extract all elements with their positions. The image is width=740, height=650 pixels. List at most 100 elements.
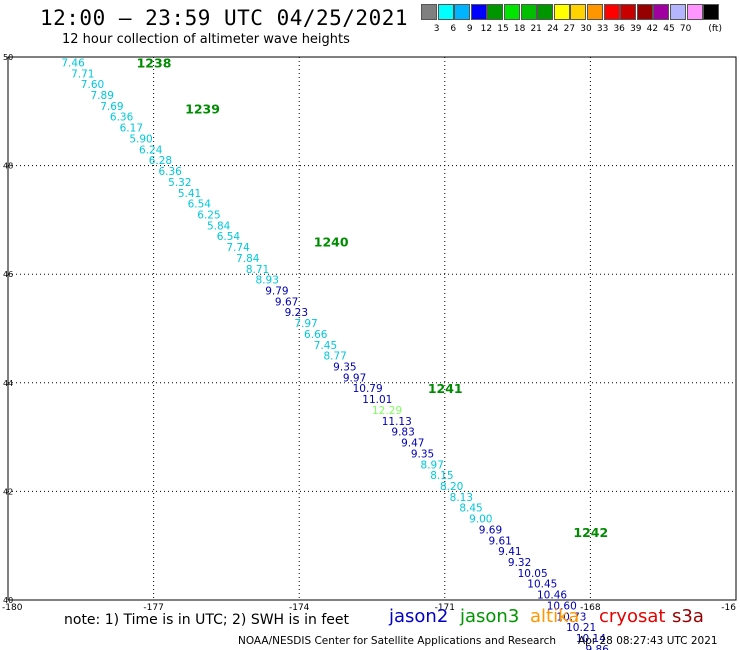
- wave-height-value: 8.93: [256, 275, 279, 287]
- wave-height-value: 10.45: [527, 579, 557, 591]
- legend-swatch: [520, 4, 537, 20]
- wave-height-value: 10.14: [576, 633, 606, 645]
- wave-height-value: 9.79: [265, 285, 288, 297]
- legend-label: 70: [679, 24, 692, 34]
- wave-height-value: 8.71: [246, 264, 269, 276]
- wave-height-value: 8.77: [323, 351, 346, 363]
- legend-label: 33: [596, 24, 609, 34]
- wave-height-value: 6.28: [149, 155, 172, 167]
- wave-height-value: 5.32: [168, 177, 191, 189]
- wave-height-value: 11.01: [362, 394, 392, 406]
- wave-height-value: 11.13: [382, 416, 412, 428]
- wave-height-value: 9.67: [275, 296, 298, 308]
- generated-timestamp: Apr 28 08:27:43 UTC 2021: [578, 635, 718, 647]
- wave-height-value: 9.69: [479, 524, 502, 536]
- legend-label: 21: [530, 24, 542, 34]
- lon-tick-label: -177: [143, 603, 163, 613]
- legend-label: 6: [450, 24, 457, 34]
- legend-unit: (ft): [708, 24, 722, 34]
- legend-label: 15: [497, 24, 509, 34]
- satellite-label-jason2: jason2: [389, 606, 449, 627]
- wave-height-value: 9.35: [333, 362, 356, 374]
- legend-label: 12: [480, 24, 493, 34]
- legend-swatch: [487, 4, 504, 20]
- pass-time-label: 1239: [185, 102, 220, 117]
- wave-height-value: 5.84: [207, 220, 231, 232]
- wave-height-value: 8.97: [421, 459, 444, 471]
- legend-swatch: [570, 4, 587, 20]
- wave-height-value: 6.54: [217, 231, 241, 243]
- legend-swatch: [620, 4, 637, 20]
- legend-swatch: [703, 4, 720, 20]
- legend-label: 36: [613, 24, 625, 34]
- wave-height-value: 8.15: [430, 470, 453, 482]
- wave-height-value: 7.71: [71, 68, 94, 80]
- wave-height-value: 9.47: [401, 438, 424, 450]
- legend-swatch: [537, 4, 554, 20]
- legend-swatch: [470, 4, 487, 20]
- lat-tick-label: 46: [3, 270, 13, 279]
- pass-time-label: 1240: [314, 235, 349, 250]
- legend-swatch: [587, 4, 603, 20]
- wave-height-value: 8.13: [450, 492, 473, 504]
- lon-tick-label: -16: [721, 603, 736, 613]
- credit-line: NOAA/NESDIS Center for Satellite Applica…: [238, 635, 556, 647]
- lon-tick-label: -174: [289, 603, 310, 613]
- lat-tick-label: 40: [3, 596, 13, 605]
- wave-height-value: 9.61: [488, 535, 511, 547]
- wave-height-value: 9.32: [508, 557, 531, 569]
- legend-label: 24: [547, 24, 559, 34]
- wave-height-value: 7.89: [91, 90, 114, 102]
- legend-label: 3: [433, 24, 440, 34]
- legend-swatch: [553, 4, 570, 20]
- legend-label: 18: [513, 24, 526, 34]
- legend-label: 9: [466, 24, 473, 34]
- legend-label: 30: [580, 24, 592, 34]
- wave-height-value: 10.79: [353, 383, 383, 395]
- satellite-label-jason3: jason3: [460, 606, 520, 627]
- satellite-label-altika: altika: [530, 606, 580, 627]
- lat-tick-label: 48: [3, 162, 13, 171]
- wave-height-value: 12.29: [372, 405, 402, 417]
- lon-tick-label: -180: [2, 603, 23, 613]
- legend-swatch: [636, 4, 653, 20]
- wave-height-value: 9.83: [391, 427, 414, 439]
- lon-tick-label: -168: [580, 603, 601, 613]
- wave-height-value: 6.54: [188, 199, 212, 211]
- footnote: note: 1) Time is in UTC; 2) SWH is in fe…: [64, 612, 350, 628]
- wave-height-value: 9.35: [411, 448, 434, 460]
- wave-height-value: 6.17: [120, 123, 143, 135]
- wave-height-value: 7.45: [314, 340, 337, 352]
- wave-height-value: 9.41: [498, 546, 521, 558]
- wave-height-value: 6.36: [158, 166, 182, 178]
- wave-height-value: 9.97: [343, 372, 366, 384]
- satellite-label-cryosat: cryosat: [599, 606, 666, 627]
- wave-height-value: 6.36: [110, 112, 134, 124]
- legend-swatch: [686, 4, 703, 20]
- page-title: 12:00 — 23:59 UTC 04/25/2021: [40, 6, 409, 30]
- wave-height-value: 7.74: [226, 242, 250, 254]
- legend-label: 45: [663, 24, 675, 34]
- pass-time-label: 1242: [573, 525, 608, 540]
- pass-time-label: 1238: [137, 55, 172, 70]
- wave-height-value: 5.41: [178, 188, 201, 200]
- map-frame: [7, 56, 737, 601]
- wave-height-value: 10.05: [518, 568, 548, 580]
- legend-swatch: [653, 4, 670, 20]
- wave-height-value: 9.23: [285, 307, 308, 319]
- legend-label: 39: [630, 24, 642, 34]
- wave-height-value: 10.60: [547, 600, 577, 612]
- wave-height-value: 6.24: [139, 144, 163, 156]
- wave-height-value: 6.25: [197, 209, 220, 221]
- satellite-label-s3a: s3a: [672, 606, 704, 627]
- lat-tick-label: 42: [3, 487, 13, 496]
- legend-swatch: [603, 4, 620, 20]
- wave-height-value: 10.46: [537, 590, 567, 602]
- lat-tick-label: 44: [3, 379, 13, 388]
- wave-height-value: 9.00: [469, 514, 492, 526]
- lat-tick-label: 50: [3, 53, 13, 62]
- wave-height-value: 7.97: [294, 318, 317, 330]
- wave-height-value: 10.73: [556, 611, 586, 623]
- wave-height-value: 7.84: [236, 253, 260, 265]
